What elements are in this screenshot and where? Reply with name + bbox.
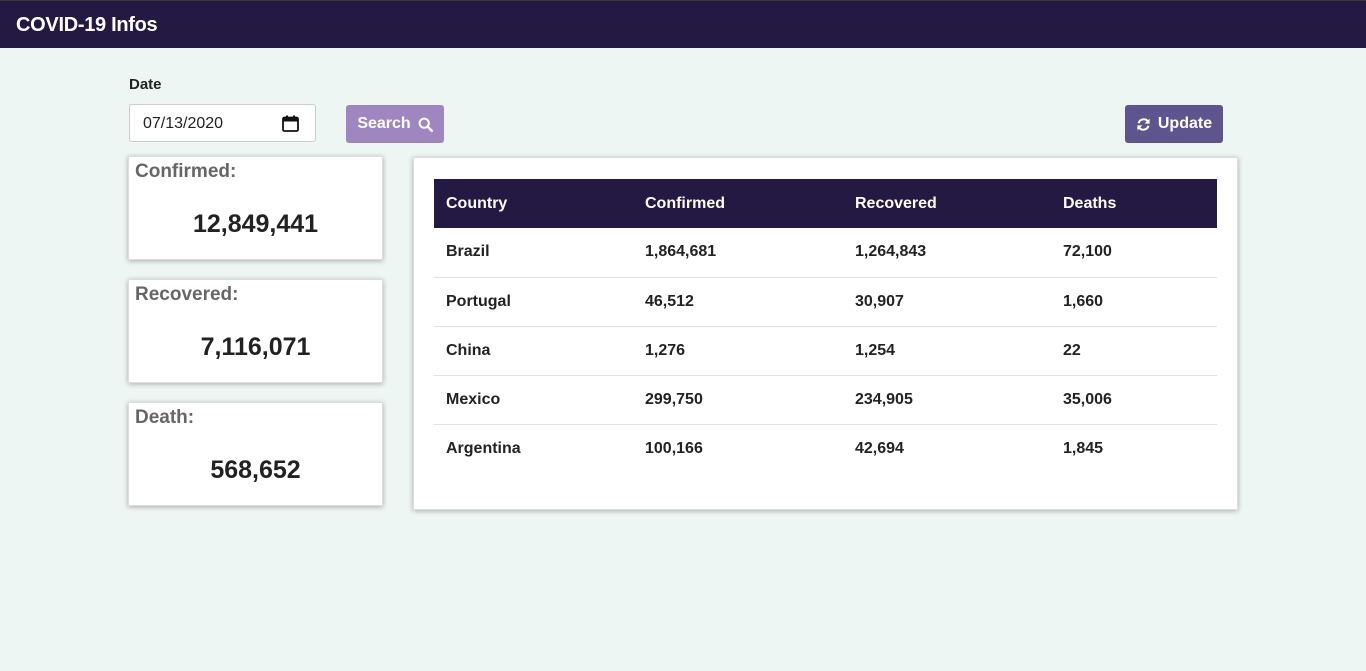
navbar: COVID-19 Infos [0, 0, 1366, 48]
death-card: Death: 568,652 [128, 402, 383, 506]
cell-deaths: 35,006 [1051, 375, 1217, 425]
confirmed-title: Confirmed: [135, 161, 237, 182]
table-row: Mexico 299,750 234,905 35,006 [434, 375, 1217, 425]
table-header-row: Country Confirmed Recovered Deaths [434, 179, 1217, 228]
confirmed-value: 12,849,441 [192, 210, 319, 238]
countries-panel: Country Confirmed Recovered Deaths Brazi… [413, 157, 1238, 510]
brand-title[interactable]: COVID-19 Infos [16, 14, 158, 36]
search-button-label: Search [357, 115, 411, 132]
header-recovered: Recovered [855, 194, 937, 212]
recovered-card: Recovered: 7,116,071 [128, 279, 383, 383]
search-icon [418, 117, 433, 132]
cell-recovered: 234,905 [843, 375, 1051, 425]
cell-confirmed: 100,166 [645, 439, 703, 457]
header-country: Country [446, 194, 508, 212]
cell-country: Mexico [434, 375, 633, 425]
cell-confirmed: 1,864,681 [633, 228, 843, 278]
cell-country: Argentina [446, 439, 521, 457]
cell-recovered: 1,254 [843, 326, 1051, 376]
header-confirmed: Confirmed [645, 194, 725, 212]
recovered-title: Recovered: [135, 284, 239, 305]
cell-country: Portugal [434, 277, 633, 327]
confirmed-card: Confirmed: 12,849,441 [128, 156, 383, 260]
cell-deaths: 1,845 [1063, 439, 1104, 457]
refresh-icon [1136, 117, 1151, 132]
table-row: Brazil 1,864,681 1,264,843 72,100 [434, 228, 1217, 278]
table-row: China 1,276 1,254 22 [434, 326, 1217, 376]
date-value: 07/13/2020 [143, 115, 224, 132]
countries-table: Country Confirmed Recovered Deaths Brazi… [434, 179, 1217, 473]
recovered-value: 7,116,071 [200, 333, 311, 361]
calendar-icon[interactable] [282, 115, 299, 132]
cell-country: China [434, 326, 633, 376]
cell-recovered: 42,694 [855, 439, 904, 457]
cell-deaths: 1,660 [1051, 277, 1217, 327]
date-input[interactable]: 07/13/2020 [129, 104, 316, 142]
update-button[interactable]: Update [1125, 105, 1223, 143]
death-value: 568,652 [210, 456, 301, 484]
header-deaths: Deaths [1063, 194, 1117, 212]
table-row: Argentina 100,166 42,694 1,845 [434, 424, 1217, 473]
search-button[interactable]: Search [346, 105, 444, 143]
cell-recovered: 1,264,843 [843, 228, 1051, 278]
cell-confirmed: 299,750 [633, 375, 843, 425]
cell-country: Brazil [434, 228, 633, 278]
cell-confirmed: 1,276 [633, 326, 843, 376]
cell-confirmed: 46,512 [633, 277, 843, 327]
table-row: Portugal 46,512 30,907 1,660 [434, 277, 1217, 327]
cell-recovered: 30,907 [843, 277, 1051, 327]
cell-deaths: 72,100 [1051, 228, 1217, 278]
update-button-label: Update [1157, 115, 1213, 132]
cell-deaths: 22 [1051, 326, 1217, 376]
date-label: Date [129, 76, 162, 93]
death-title: Death: [135, 407, 195, 428]
